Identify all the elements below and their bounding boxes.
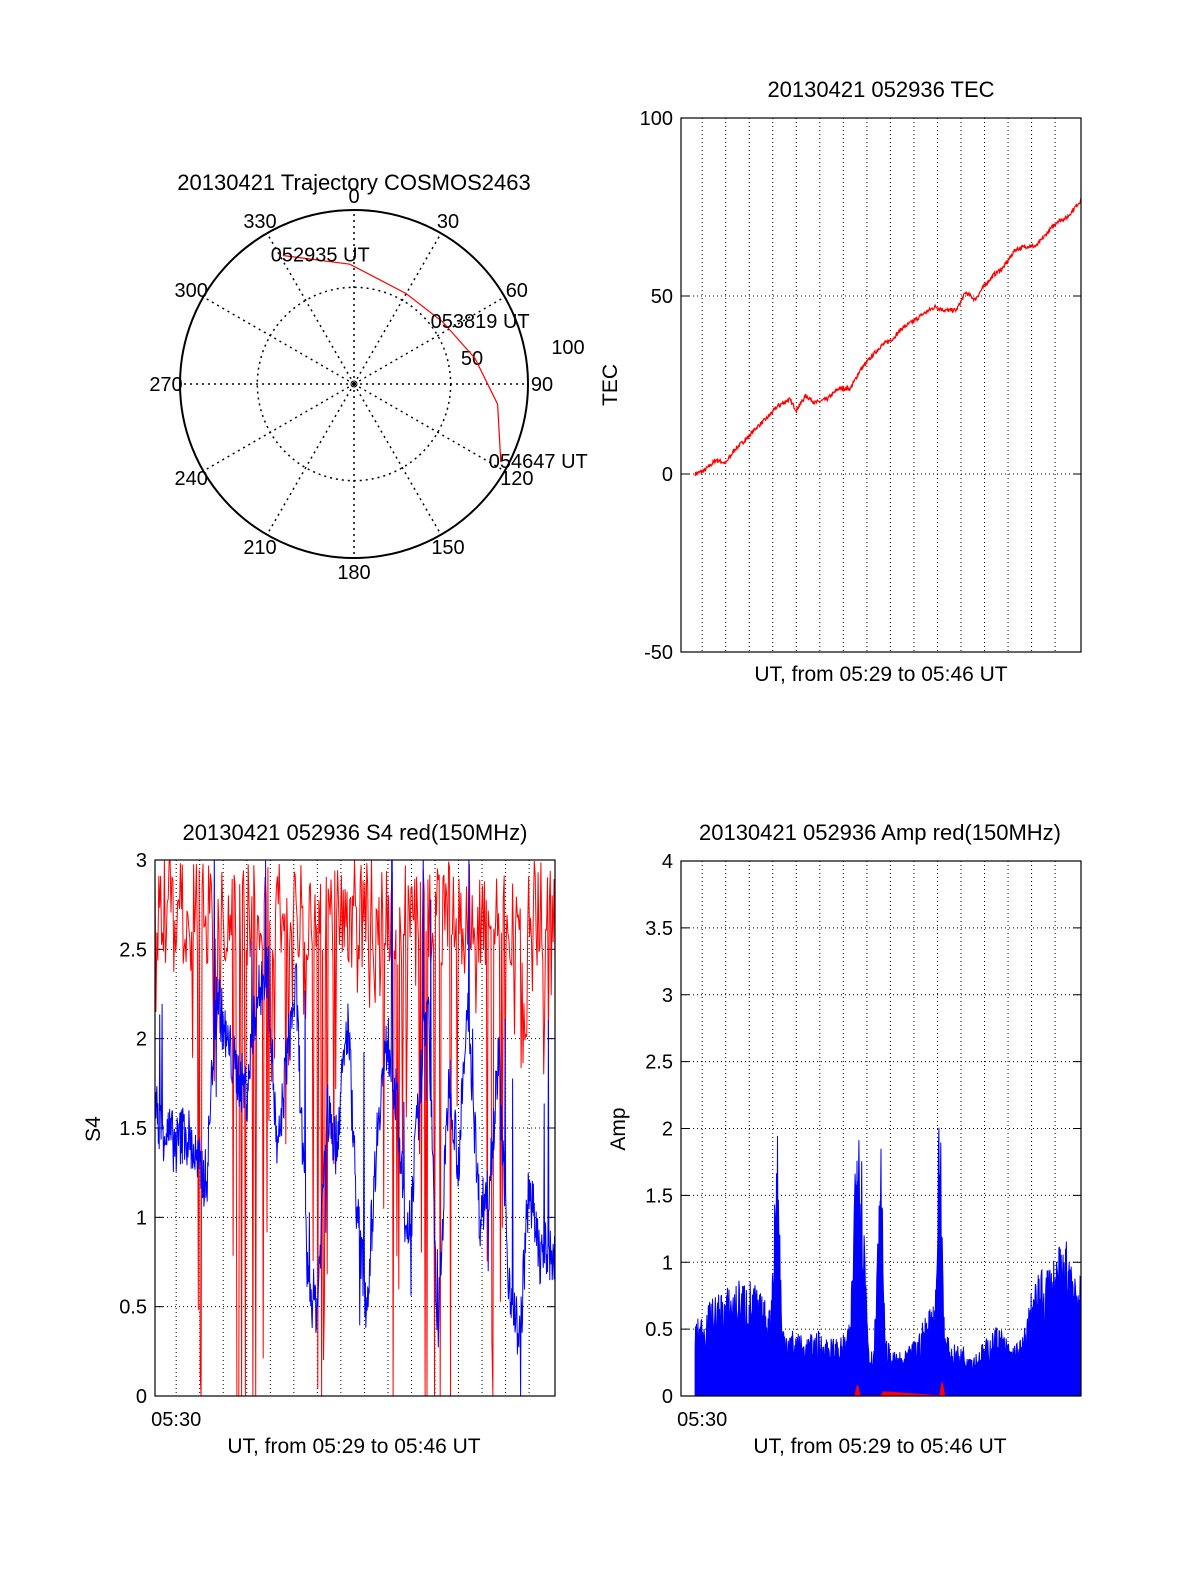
s4-title: 20130421 052936 S4 red(150MHz) [183,820,528,845]
amp-chart: 20130421 052936 Amp red(150MHz) UT, from… [607,820,1082,1458]
plot-area [694,1127,1081,1396]
s4-ylabel: S4 [82,1116,105,1142]
x-tick-label: 05:30 [151,1409,201,1431]
polar-center [350,380,358,388]
y-tick-label: 100 [640,108,673,130]
x-tick-label: 05:30 [677,1409,727,1431]
y-tick-label: 1.5 [119,1118,147,1140]
y-tick-label: 50 [651,286,673,308]
y-tick-label: -50 [644,642,673,664]
amp-xlabel: UT, from 05:29 to 05:46 UT [753,1435,1006,1458]
y-tick-label: 2.5 [119,939,147,961]
polar-azimuth-label: 0 [348,186,359,208]
trajectory-time-label: 052935 UT [271,244,370,266]
polar-spoke [353,383,506,472]
trajectory-title: 20130421 Trajectory COSMOS2463 [177,170,530,195]
polar-azimuth-label: 60 [506,280,528,302]
y-tick-label: 0 [662,1386,673,1408]
amp-blue-series [694,1127,1081,1396]
polar-spoke [202,383,355,472]
polar-azimuth-label: 240 [174,468,207,490]
tec-xlabel: UT, from 05:29 to 05:46 UT [754,663,1007,686]
amp-title: 20130421 052936 Amp red(150MHz) [699,820,1061,845]
s4-blue-series [155,860,555,1396]
y-tick-label: 3.5 [645,918,673,940]
trajectory-time-label: 054647 UT [489,451,588,473]
polar-azimuth-label: 120 [500,468,533,490]
y-tick-label: 1.5 [645,1185,673,1207]
y-tick-label: 1 [136,1207,147,1229]
tec-chart: 20130421 052936 TEC UT, from 05:29 to 05… [599,77,1082,686]
y-tick-label: 2.5 [645,1052,673,1074]
tec-line [694,197,1081,477]
s4-chart: 20130421 052936 S4 red(150MHz) UT, from … [82,820,556,1458]
polar-spoke [353,232,442,385]
polar-azimuth-label: 90 [531,374,553,396]
polar-azimuth-label: 30 [437,211,459,233]
polar-outer-ring [179,209,529,559]
y-tick-label: 3 [662,985,673,1007]
polar-spoke [266,383,355,536]
trajectory-line [282,254,502,463]
s4-xlabel: UT, from 05:29 to 05:46 UT [227,1435,480,1458]
amp-ylabel: Amp [607,1107,630,1150]
y-tick-label: 1 [662,1252,673,1274]
polar-spoke [353,383,442,536]
plot-area [155,860,555,1396]
polar-azimuth-label: 150 [431,537,464,559]
plot-frame [680,860,1082,1397]
trajectory-time-label: 053819 UT [431,311,530,333]
amp-red-series [854,1382,946,1396]
y-tick-label: 2 [662,1119,673,1141]
y-tick-label: 0.5 [645,1319,673,1341]
s4-red-series [155,860,555,1396]
tec-ylabel: TEC [599,364,622,406]
trajectory-chart: 20130421 Trajectory COSMOS2463 0 30 60 90 12… [149,170,587,584]
polar-azimuth-label: 210 [243,537,276,559]
tec-title: 20130421 052936 TEC [767,77,994,102]
polar-spoke [266,232,355,385]
plot-area [694,197,1081,477]
polar-azimuth-label: 180 [337,562,370,584]
y-tick-label: 3 [136,850,147,872]
polar-ring-label: 100 [551,337,584,359]
plot-frame [154,859,556,1397]
y-tick-label: 0 [662,464,673,486]
y-tick-label: 0 [136,1386,147,1408]
y-tick-label: 2 [136,1029,147,1051]
polar-spoke [202,296,355,385]
y-tick-label: 0.5 [119,1297,147,1319]
y-tick-label: 4 [662,851,673,873]
polar-azimuth-label: 330 [243,211,276,233]
plot-frame [680,117,1082,653]
polar-spoke [353,296,506,385]
polar-azimuth-label: 270 [149,374,182,396]
polar-azimuth-label: 300 [174,280,207,302]
